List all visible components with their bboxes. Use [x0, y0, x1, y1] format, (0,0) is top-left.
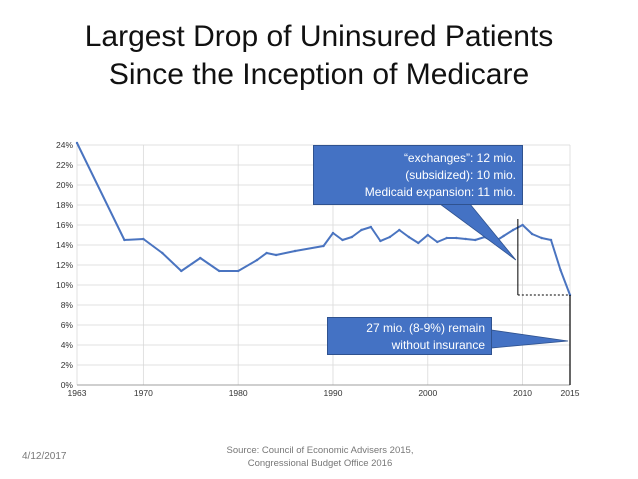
source-line-2: Congressional Budget Office 2016	[247, 458, 393, 469]
data-point	[331, 231, 335, 235]
data-point	[218, 269, 221, 273]
data-point	[549, 238, 553, 242]
x-tick-label: 1990	[324, 388, 343, 398]
data-point	[236, 269, 240, 273]
data-point	[142, 237, 145, 241]
x-tick-label: 2015	[561, 388, 580, 398]
data-point	[521, 223, 524, 227]
y-tick-label: 20%	[56, 180, 73, 190]
data-point	[455, 236, 458, 240]
y-tick-label: 10%	[56, 280, 73, 290]
y-tick-label: 22%	[56, 160, 73, 170]
callout-line-remain: 27 mio. (8-9%) remain	[366, 321, 485, 335]
x-tick-label: 2010	[513, 388, 532, 398]
x-tick-label: 2000	[418, 388, 437, 398]
y-tick-label: 16%	[56, 220, 73, 230]
data-point	[436, 240, 439, 244]
callout-line-subsidized: (subsidized): 10 mio.	[405, 168, 516, 182]
data-point	[75, 141, 79, 145]
y-tick-label: 14%	[56, 240, 73, 250]
y-tick-label: 12%	[56, 260, 73, 270]
data-point	[530, 232, 534, 236]
data-point	[473, 238, 477, 242]
data-point	[379, 239, 382, 243]
callout-line-without-insurance: without insurance	[391, 338, 485, 352]
title-line-2: Since the Inception of Medicare	[108, 58, 530, 91]
data-point	[180, 269, 183, 273]
data-point	[265, 251, 268, 255]
y-tick-label: 6%	[61, 320, 74, 330]
y-tick-label: 2%	[61, 360, 74, 370]
data-point	[398, 228, 401, 232]
y-tick-label: 8%	[61, 300, 74, 310]
data-point	[199, 256, 202, 260]
data-point	[559, 268, 562, 272]
data-point	[511, 228, 515, 232]
title-line-1: Largest Drop of Uninsured Patients	[84, 20, 554, 53]
data-point	[464, 237, 467, 241]
data-point	[350, 235, 354, 239]
data-point	[293, 249, 297, 253]
callout-line-exchanges: “exchanges”: 12 mio.	[403, 151, 516, 165]
x-tick-label: 1970	[134, 388, 153, 398]
source-line-1: Source: Council of Economic Advisers 201…	[226, 445, 414, 456]
y-tick-label: 24%	[56, 140, 73, 150]
data-point	[502, 234, 505, 238]
y-tick-label: 18%	[56, 200, 73, 210]
data-point	[161, 251, 164, 255]
y-tick-label: 4%	[61, 340, 74, 350]
data-point	[322, 244, 325, 248]
data-point	[341, 238, 344, 242]
x-tick-label: 1963	[68, 388, 87, 398]
data-point	[540, 236, 543, 240]
callout-top-pointer	[438, 203, 517, 261]
data-point	[417, 241, 420, 245]
callout-line-medicaid: Medicaid expansion: 11 mio.	[364, 185, 516, 199]
source-note: Source: Council of Economic Advisers 201…	[180, 444, 460, 470]
slide-title: Largest Drop of Uninsured Patients Since…	[0, 18, 638, 94]
data-point	[388, 235, 392, 239]
data-point	[255, 258, 259, 262]
slide-date: 4/12/2017	[22, 451, 67, 462]
data-point	[369, 225, 373, 229]
data-point	[445, 236, 448, 240]
data-point	[274, 253, 278, 257]
y-tick-label: 0%	[61, 380, 74, 390]
data-point	[360, 228, 363, 232]
data-point	[407, 235, 411, 239]
remaining-uninsured-callout: 27 mio. (8-9%) remain without insurance	[327, 317, 492, 355]
data-point	[426, 233, 429, 237]
coverage-gains-callout: “exchanges”: 12 mio. (subsidized): 10 mi…	[313, 145, 523, 205]
x-tick-label: 1980	[229, 388, 248, 398]
data-point	[123, 238, 126, 242]
